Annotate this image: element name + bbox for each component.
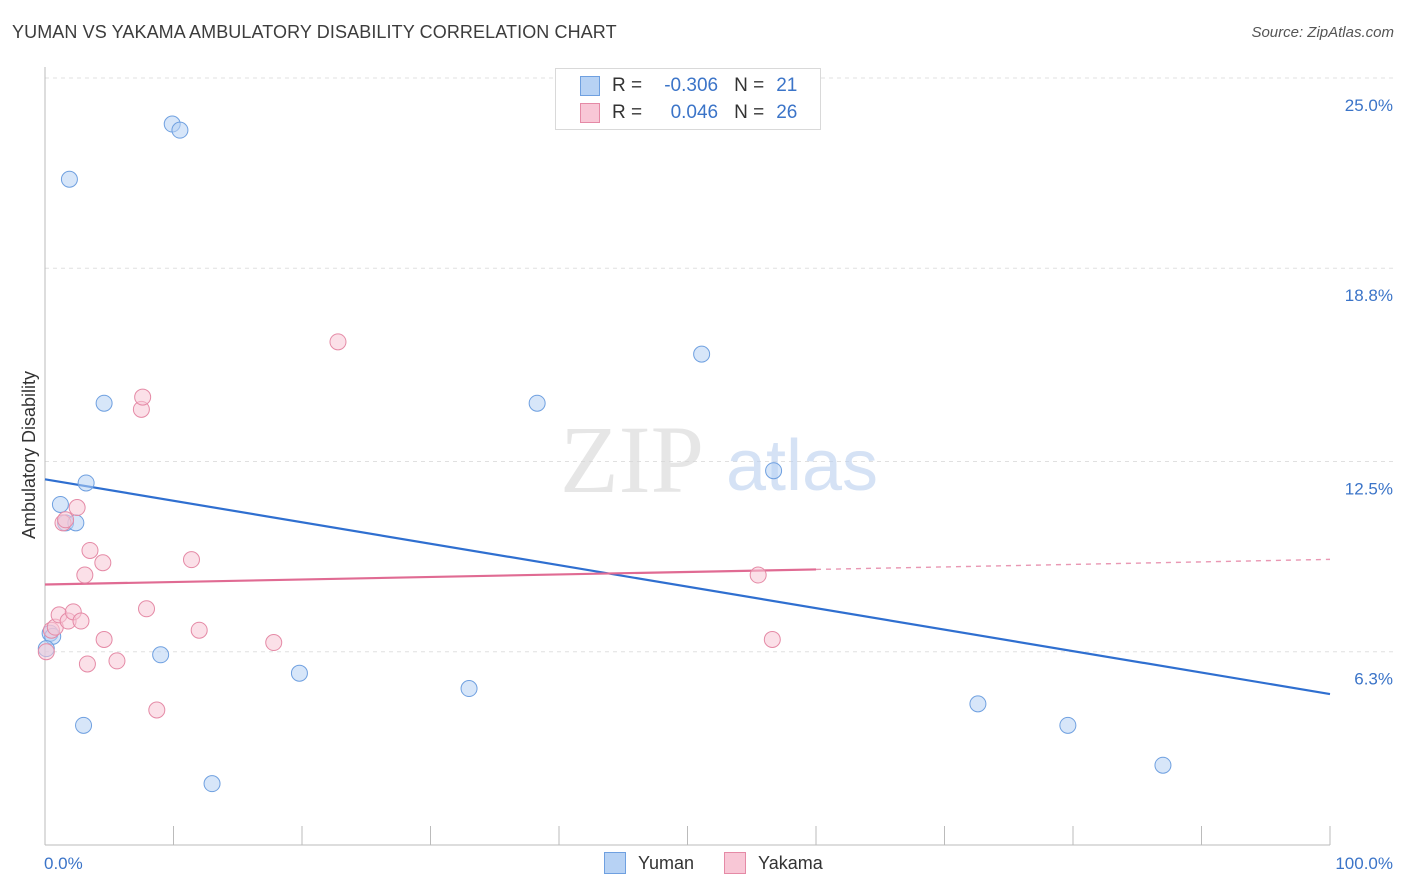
yakama-point: [72, 612, 90, 630]
yakama-point: [76, 566, 94, 584]
labels-layer: Ambulatory Disability 25.0% 18.8% 12.5% 6.3…: [19, 96, 1393, 873]
yakama-point: [182, 551, 200, 569]
n-label: N =: [734, 102, 765, 123]
watermark-atlas: atlas: [726, 426, 878, 506]
yakama-point: [81, 541, 99, 559]
source-credit: Source: ZipAtlas.com: [1251, 24, 1394, 41]
yakama-point: [265, 634, 283, 652]
trend-layer: [44, 478, 1331, 696]
watermark: ZIP atlas: [560, 406, 878, 513]
legend-row-yakama: R = 0.046 N = 26: [580, 102, 797, 124]
y-tick-label: 18.8%: [1345, 286, 1393, 305]
points-layer: [37, 115, 1172, 793]
y-tick-label: 12.5%: [1345, 480, 1393, 499]
yakama-legend-label: Yakama: [758, 852, 823, 873]
yakama-point: [95, 630, 113, 648]
r-label: R =: [612, 75, 643, 96]
yakama-point: [37, 643, 55, 661]
chart-title: YUMAN VS YAKAMA AMBULATORY DISABILITY CO…: [12, 22, 617, 42]
yuman-point: [77, 474, 95, 492]
legend-item-yakama[interactable]: Yakama: [724, 852, 823, 874]
yuman-legend-swatch: [604, 852, 626, 874]
yakama-point: [329, 333, 347, 351]
yuman-point: [152, 646, 170, 664]
yuman-point: [969, 695, 987, 713]
y-axis-label: Ambulatory Disability: [19, 371, 39, 539]
watermark-zip: ZIP: [560, 406, 704, 513]
yakama-trend-extension: [815, 558, 1331, 571]
yuman-point: [60, 170, 78, 188]
stats-legend: R = -0.306 N = 21 R = 0.046 N = 26: [555, 68, 821, 130]
yuman-point: [95, 394, 113, 412]
y-tick-label: 6.3%: [1354, 670, 1393, 689]
yakama-point: [749, 566, 767, 584]
yuman-point: [51, 495, 69, 513]
series-legend: Yuman Yakama: [604, 852, 853, 874]
yuman-r-value: -0.306: [664, 75, 719, 96]
yuman-swatch: [580, 76, 600, 96]
r-label: R =: [612, 102, 643, 123]
yuman-point: [528, 394, 546, 412]
yuman-legend-label: Yuman: [638, 852, 695, 873]
yuman-point: [203, 775, 221, 793]
yakama-point: [78, 655, 96, 673]
yakama-point: [138, 600, 156, 618]
yuman-trend-line: [44, 478, 1331, 696]
yakama-point: [148, 701, 166, 719]
yakama-point: [94, 554, 112, 572]
yuman-point: [290, 664, 308, 682]
axes-layer: [44, 67, 1331, 846]
yuman-point: [765, 462, 783, 480]
yakama-point: [190, 621, 208, 639]
yuman-point: [460, 680, 478, 698]
yakama-r-value: 0.046: [670, 102, 719, 123]
yuman-point: [1154, 756, 1172, 774]
legend-row-yuman: R = -0.306 N = 21: [580, 75, 797, 97]
grid-layer: [45, 77, 1394, 653]
yakama-point: [68, 499, 86, 517]
legend-item-yuman[interactable]: Yuman: [604, 852, 694, 874]
yuman-point: [1059, 716, 1077, 734]
y-tick-label: 25.0%: [1345, 96, 1393, 115]
yuman-point: [171, 121, 189, 139]
yuman-point: [693, 345, 711, 363]
yakama-swatch: [580, 103, 600, 123]
yakama-point: [108, 652, 126, 670]
yakama-n-value: 26: [776, 102, 798, 123]
yakama-point: [134, 388, 152, 406]
yakama-point: [57, 511, 75, 529]
n-label: N =: [734, 75, 765, 96]
yakama-legend-swatch: [724, 852, 747, 874]
yakama-point: [763, 630, 781, 648]
yuman-point: [75, 716, 93, 734]
x-tick-label-max: 100.0%: [1335, 854, 1393, 873]
yakama-trend-line: [44, 568, 817, 586]
yuman-n-value: 21: [776, 75, 798, 96]
x-tick-label-min: 0.0%: [44, 854, 83, 873]
